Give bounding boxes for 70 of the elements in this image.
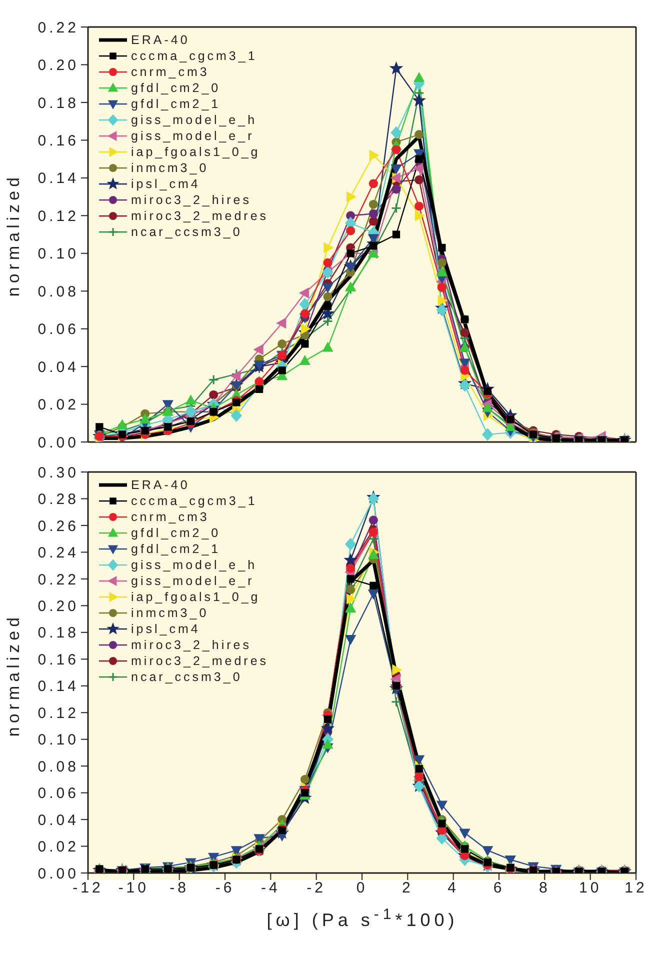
y-tick-label: 0.30 — [38, 464, 79, 482]
y-tick-label: 0.24 — [38, 544, 79, 562]
legend-label: giss_model_e_h — [131, 557, 258, 573]
y-tick-label: 0.12 — [38, 208, 79, 225]
legend-label: ERA-40 — [131, 477, 190, 493]
y-tick-label: 0.02 — [38, 838, 79, 856]
legend-label: inmcm3_0 — [131, 160, 209, 176]
legend-label: ncar_ccsm3_0 — [131, 669, 242, 685]
y-tick-label: 0.18 — [38, 94, 79, 112]
x-tick-label: 8 — [538, 880, 550, 897]
x-tick-label: 0 — [356, 880, 368, 897]
x-tick-label: 12 — [624, 880, 647, 897]
y-tick-label: 0.00 — [38, 434, 79, 452]
y-tick-label: 0.12 — [38, 704, 79, 722]
legend-label: miroc3_2_medres — [131, 208, 269, 224]
y-axis-title: normalized — [4, 172, 24, 296]
x-tick-label: -4 — [260, 880, 280, 897]
legend-label: cnrm_cm3 — [131, 509, 210, 525]
legend-label: gfdl_cm2_0 — [131, 525, 221, 541]
y-tick-label: 0.10 — [38, 732, 79, 749]
legend-label: ERA-40 — [131, 32, 190, 48]
x-tick-label: 6 — [493, 880, 505, 897]
y-tick-label: 0.00 — [38, 865, 79, 882]
legend-label: miroc3_2_hires — [131, 637, 252, 653]
legend-label: ipsl_cm4 — [131, 176, 200, 192]
x-axis-title: [ω] (Pa s$^{-1}$*100) — [266, 906, 460, 931]
legend-label: inmcm3_0 — [131, 605, 209, 621]
y-tick-label: 0.14 — [38, 170, 79, 188]
legend-label: gfdl_cm2_1 — [131, 541, 221, 557]
y-tick-label: 0.08 — [38, 758, 79, 776]
legend-label: iap_fgoals1_0_g — [131, 144, 260, 160]
y-tick-label: 0.14 — [38, 678, 79, 696]
y-tick-label: 0.04 — [38, 812, 79, 829]
x-tick-label: -10 — [118, 880, 150, 897]
y-tick-label: 0.16 — [38, 651, 79, 668]
legend-label: giss_model_e_h — [131, 112, 258, 128]
legend-label: giss_model_e_r — [131, 128, 254, 144]
y-axis-title: normalized — [4, 613, 24, 737]
legend-label: ncar_ccsm3_0 — [131, 224, 242, 240]
x-tick-label: -6 — [215, 880, 235, 897]
legend-label: iap_fgoals1_0_g — [131, 589, 260, 605]
x-tick-label: -12 — [72, 880, 104, 897]
y-tick-label: 0.02 — [38, 396, 79, 414]
x-tick-label: 4 — [448, 880, 460, 897]
legend-label: ipsl_cm4 — [131, 621, 200, 637]
legend-label: miroc3_2_hires — [131, 192, 252, 208]
y-tick-label: 0.22 — [38, 19, 79, 36]
y-tick-label: 0.18 — [38, 624, 79, 642]
y-tick-label: 0.16 — [38, 132, 79, 150]
y-tick-label: 0.20 — [38, 598, 79, 615]
x-tick-label: 10 — [578, 880, 602, 897]
legend-label: cnrm_cm3 — [131, 64, 210, 80]
y-tick-label: 0.22 — [38, 571, 79, 588]
x-tick-label: -8 — [170, 880, 190, 897]
y-tick-label: 0.04 — [38, 358, 79, 376]
legend-label: miroc3_2_medres — [131, 653, 269, 669]
legend-label: gfdl_cm2_1 — [131, 96, 221, 112]
x-tick-label: 2 — [402, 880, 414, 897]
legend-label: giss_model_e_r — [131, 573, 254, 589]
legend-label: cccma_cgcm3_1 — [131, 48, 258, 64]
y-tick-label: 0.28 — [38, 491, 79, 508]
x-tick-label: -2 — [306, 880, 326, 897]
y-tick-label: 0.06 — [38, 785, 79, 802]
y-tick-label: 0.08 — [38, 283, 79, 300]
y-tick-label: 0.20 — [38, 57, 79, 74]
legend-label: cccma_cgcm3_1 — [131, 493, 258, 509]
y-tick-label: 0.26 — [38, 518, 79, 535]
legend-label: gfdl_cm2_0 — [131, 80, 221, 96]
y-tick-label: 0.10 — [38, 246, 79, 263]
y-tick-label: 0.06 — [38, 321, 79, 338]
